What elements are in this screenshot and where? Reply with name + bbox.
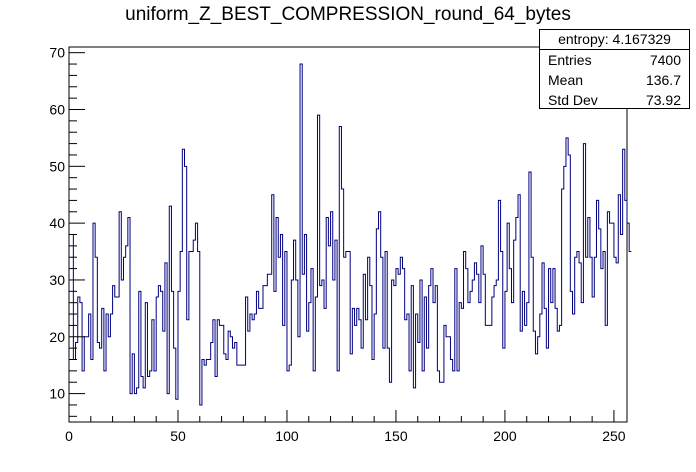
x-tick-label: 100 <box>275 428 299 444</box>
x-tick-label: 200 <box>493 428 517 444</box>
y-tick-label: 70 <box>49 45 65 61</box>
stats-label: Std Dev <box>548 92 598 108</box>
x-tick-label: 50 <box>170 428 186 444</box>
stats-row-mean: Mean 136.7 <box>540 70 689 90</box>
stats-label: Mean <box>548 72 584 88</box>
stats-row-stddev: Std Dev 73.92 <box>540 90 689 110</box>
y-tick-label: 30 <box>49 272 65 288</box>
stats-label: Entries <box>548 52 592 68</box>
x-tick-label: 0 <box>65 428 73 444</box>
stats-entropy: entropy: 4.167329 <box>540 30 689 50</box>
y-tick-label: 20 <box>49 329 65 345</box>
stats-row-entries: Entries 7400 <box>540 50 689 70</box>
y-tick-label: 50 <box>49 158 65 174</box>
histogram-line <box>69 63 632 406</box>
y-tick-label: 60 <box>49 102 65 118</box>
x-tick-label: 150 <box>384 428 408 444</box>
stats-box: entropy: 4.167329 Entries 7400 Mean 136.… <box>539 29 690 109</box>
stats-value: 73.92 <box>645 92 681 108</box>
stats-value: 136.7 <box>645 72 681 88</box>
y-tick-label: 10 <box>49 386 65 402</box>
stats-value: 7400 <box>649 52 681 68</box>
y-tick-label: 40 <box>49 215 65 231</box>
chart-title: uniform_Z_BEST_COMPRESSION_round_64_byte… <box>125 4 571 25</box>
x-axis: 0 50 100 150 200 250 <box>65 410 626 444</box>
x-tick-label: 250 <box>602 428 626 444</box>
y-axis: 10 20 30 40 50 60 70 <box>49 45 85 417</box>
